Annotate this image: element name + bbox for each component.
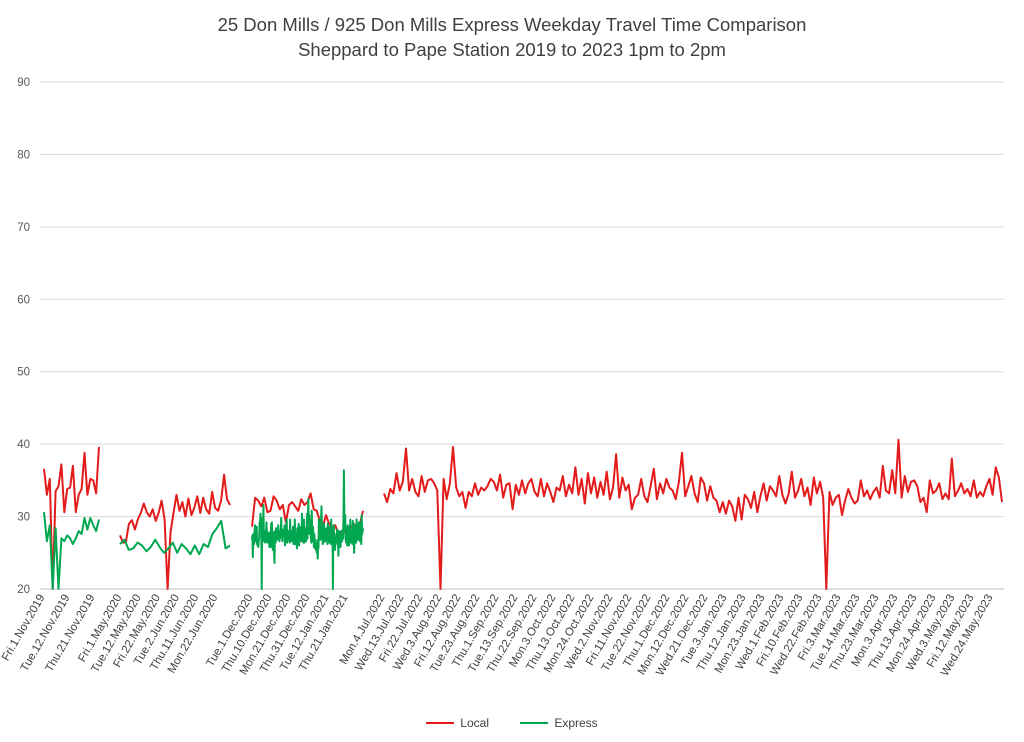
- series-line-local-segment-4: [383, 438, 1003, 590]
- series-line-express-segment-1: [43, 512, 100, 590]
- legend-label-local: Local: [460, 716, 489, 730]
- legend-label-express: Express: [554, 716, 598, 730]
- y-tick-label-20: 20: [17, 584, 30, 596]
- y-tick-label-50: 50: [17, 367, 30, 379]
- series-line-express-segment-3: [251, 469, 364, 590]
- y-tick-label-40: 40: [17, 439, 30, 451]
- y-tick-label-80: 80: [17, 149, 30, 161]
- chart-title: 25 Don Mills / 925 Don Mills Express Wee…: [217, 14, 807, 35]
- y-tick-label-60: 60: [17, 294, 30, 306]
- series-line-express-segment-2: [119, 519, 231, 556]
- chart-title-block: 25 Don Mills / 925 Don Mills Express Wee…: [0, 12, 1024, 62]
- y-tick-label-30: 30: [17, 512, 30, 524]
- legend-item-express: Express: [520, 716, 598, 730]
- y-tick-label-70: 70: [17, 222, 30, 234]
- legend: Local Express: [0, 713, 1024, 730]
- series-line-local-segment-2: [119, 473, 231, 590]
- legend-swatch-express: [520, 722, 549, 724]
- legend-item-local: Local: [426, 716, 489, 730]
- chart-subtitle: Sheppard to Pape Station 2019 to 2023 1p…: [298, 39, 726, 60]
- legend-swatch-local: [426, 722, 455, 724]
- line-chart: 2030405060708090Fri.1.Nov.2019Tue.12.Nov…: [0, 77, 1004, 678]
- y-tick-label-90: 90: [17, 77, 30, 89]
